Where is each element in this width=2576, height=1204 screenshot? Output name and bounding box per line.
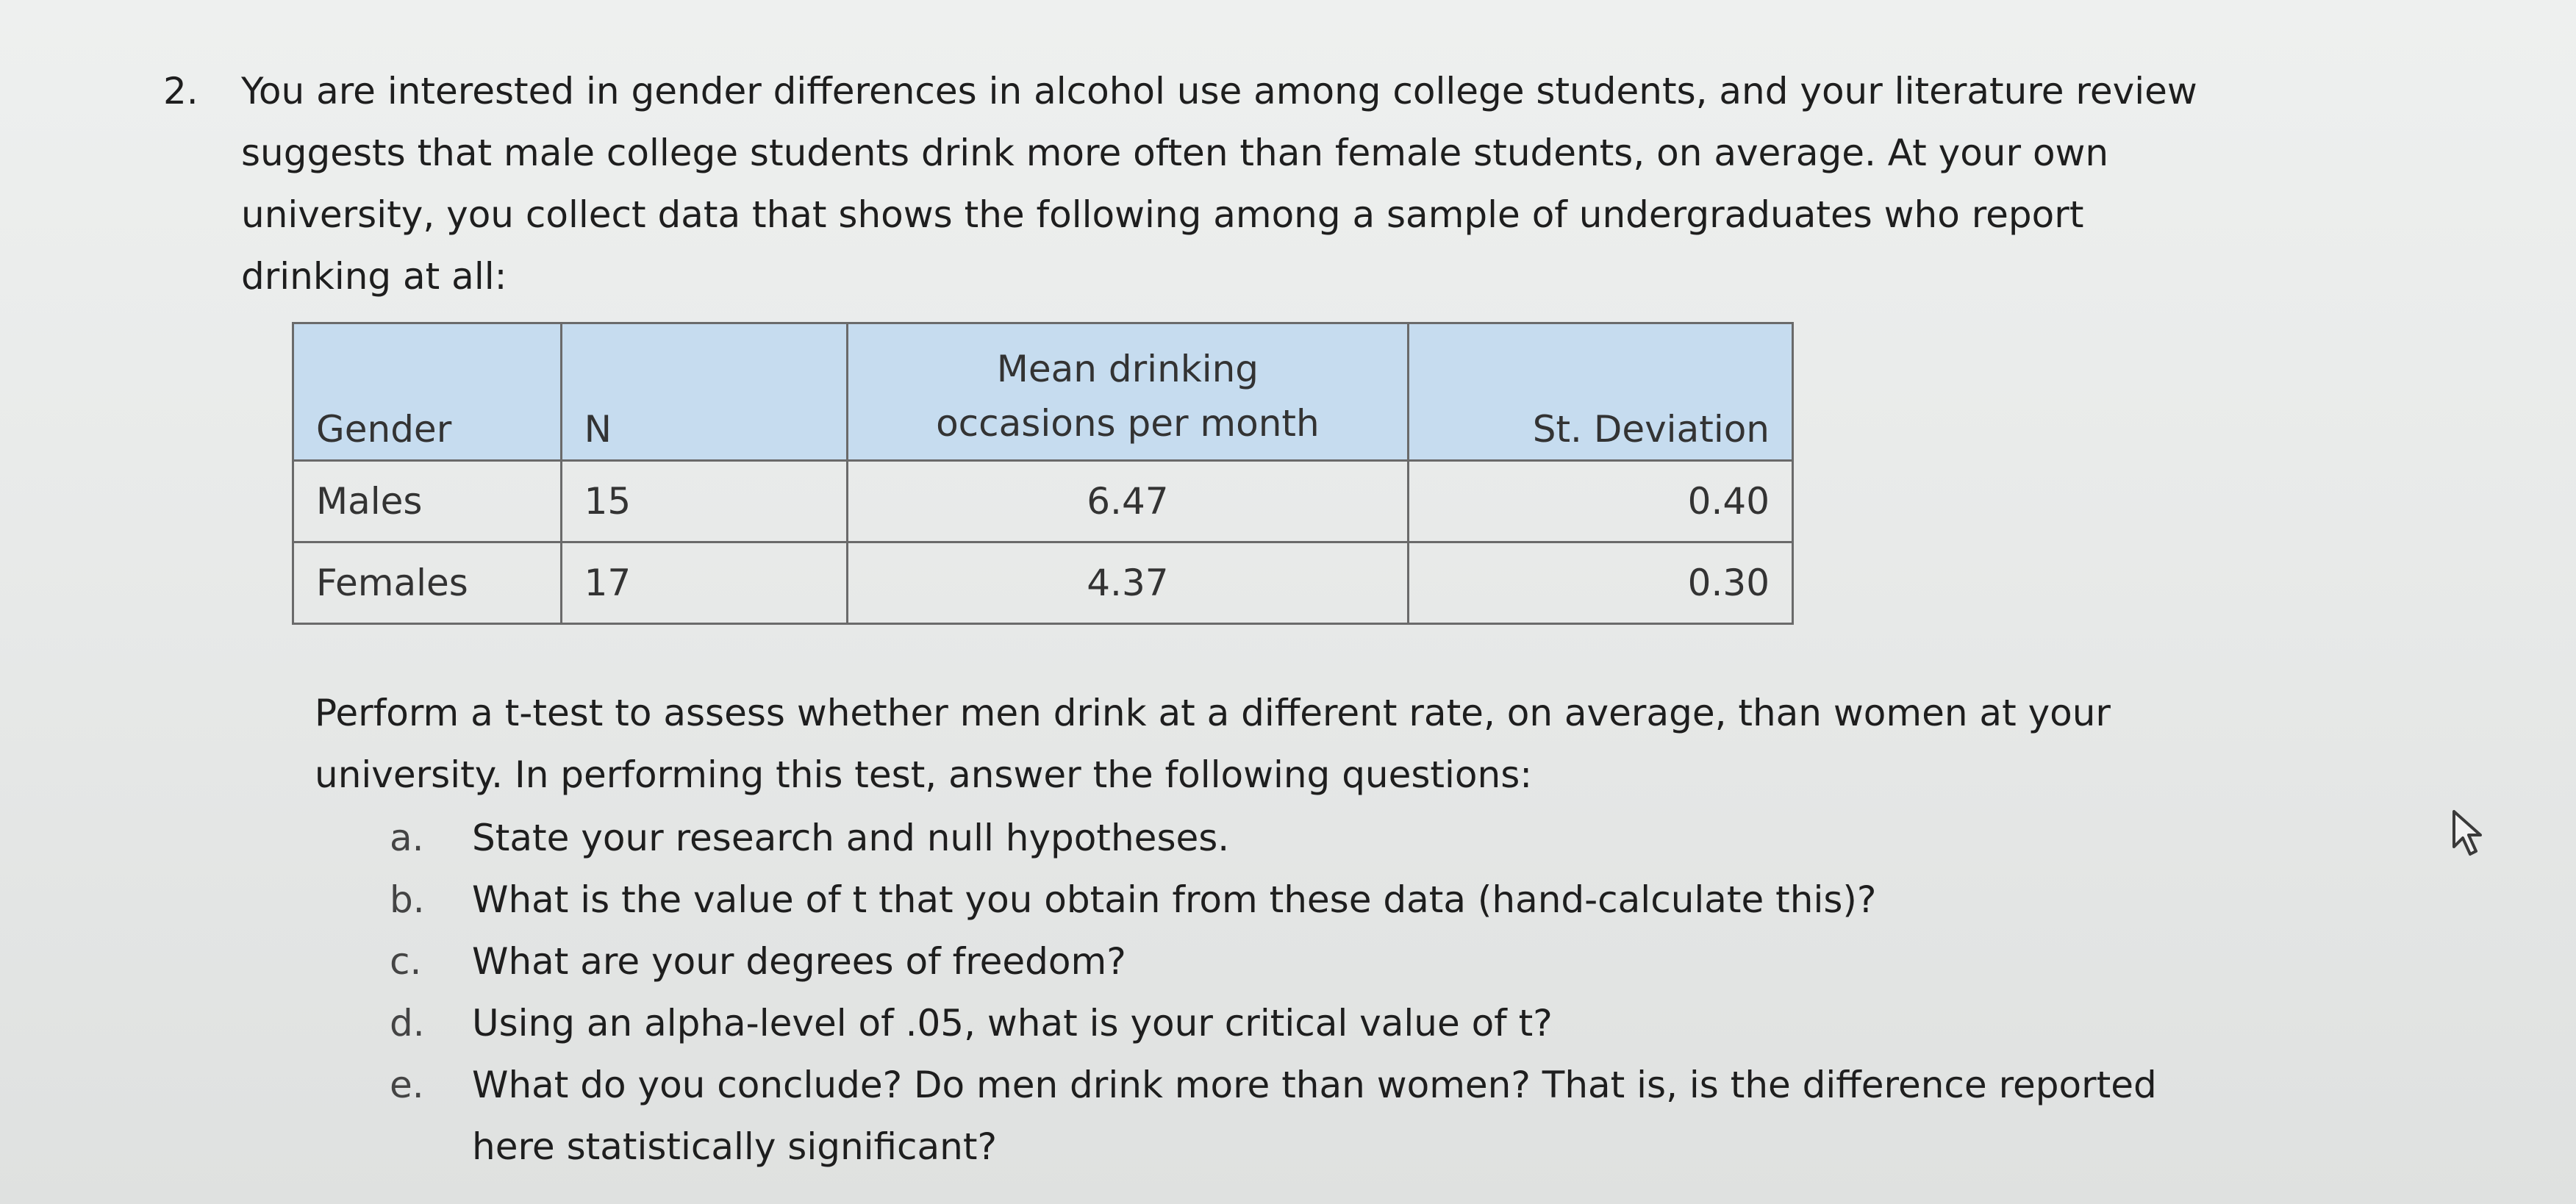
part-letter: b. bbox=[390, 878, 425, 921]
part-letter: a. bbox=[390, 817, 424, 859]
header-mean-line1: Mean drinking bbox=[996, 348, 1259, 390]
list-item: a. State your research and null hypothes… bbox=[390, 807, 2157, 869]
cell-gender: Females bbox=[292, 541, 562, 625]
question-line: university, you collect data that shows … bbox=[241, 193, 2084, 236]
instructions-line: university. In performing this test, ans… bbox=[315, 753, 1533, 796]
cell-mean: 4.37 bbox=[846, 541, 1409, 625]
table-row: Males 15 6.47 0.40 bbox=[292, 459, 1795, 543]
list-item: e. What do you conclude? Do men drink mo… bbox=[390, 1054, 2157, 1178]
question-line: drinking at all: bbox=[241, 255, 507, 298]
part-letter: e. bbox=[390, 1064, 424, 1106]
part-text: What do you conclude? Do men drink more … bbox=[472, 1064, 2157, 1106]
list-item: c. What are your degrees of freedom? bbox=[390, 931, 2157, 992]
question-text: You are interested in gender differences… bbox=[241, 60, 2483, 307]
question-line: You are interested in gender differences… bbox=[241, 70, 2197, 112]
drinking-stats-table: Gender N Mean drinking occasions per mon… bbox=[292, 322, 1795, 625]
header-n: N bbox=[559, 322, 849, 462]
table-row: Females 17 4.37 0.30 bbox=[292, 541, 1795, 625]
mouse-pointer-icon bbox=[2452, 810, 2482, 856]
cell-sd: 0.40 bbox=[1406, 459, 1795, 543]
question-number: 2. bbox=[163, 70, 198, 112]
header-mean-line2: occasions per month bbox=[936, 402, 1320, 445]
part-text: Using an alpha-level of .05, what is you… bbox=[472, 1002, 1553, 1044]
question-parts-list: a. State your research and null hypothes… bbox=[390, 807, 2157, 1178]
cell-n: 15 bbox=[559, 459, 849, 543]
header-mean: Mean drinking occasions per month bbox=[846, 322, 1409, 462]
cell-sd: 0.30 bbox=[1406, 541, 1795, 625]
list-item: d. Using an alpha-level of .05, what is … bbox=[390, 992, 2157, 1054]
part-letter: c. bbox=[390, 940, 422, 983]
header-sd: St. Deviation bbox=[1406, 322, 1795, 462]
part-letter: d. bbox=[390, 1002, 425, 1044]
instructions-text: Perform a t-test to assess whether men d… bbox=[315, 682, 2447, 806]
part-text: What are your degrees of freedom? bbox=[472, 940, 1126, 983]
table-header-row: Gender N Mean drinking occasions per mon… bbox=[292, 322, 1795, 462]
cell-mean: 6.47 bbox=[846, 459, 1409, 543]
instructions-line: Perform a t-test to assess whether men d… bbox=[315, 692, 2111, 734]
list-item: b. What is the value of t that you obtai… bbox=[390, 869, 2157, 931]
header-gender: Gender bbox=[292, 322, 562, 462]
cell-n: 17 bbox=[559, 541, 849, 625]
cell-gender: Males bbox=[292, 459, 562, 543]
part-text: What is the value of t that you obtain f… bbox=[472, 878, 1877, 921]
part-text: State your research and null hypotheses. bbox=[472, 817, 1230, 859]
part-text-continued: here statistically significant? bbox=[472, 1125, 998, 1168]
question-line: suggests that male college students drin… bbox=[241, 132, 2109, 174]
